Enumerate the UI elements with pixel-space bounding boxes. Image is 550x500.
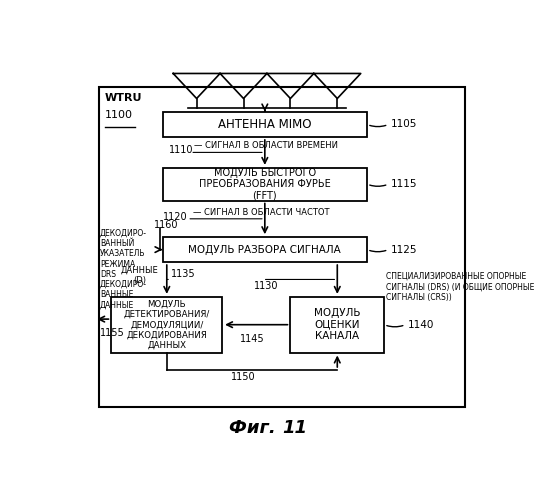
Text: ДЕКОДИРО-
ВАННЫЕ
ДАННЫЕ: ДЕКОДИРО- ВАННЫЕ ДАННЫЕ [100,280,147,310]
Text: СПЕЦИАЛИЗИРОВАННЫЕ ОПОРНЫЕ
СИГНАЛЫ (DRS) (И ОБЩИЕ ОПОРНЫЕ
СИГНАЛЫ (CRS)): СПЕЦИАЛИЗИРОВАННЫЕ ОПОРНЫЕ СИГНАЛЫ (DRS)… [386,272,535,302]
Text: 1140: 1140 [408,320,434,330]
Text: 1105: 1105 [390,120,417,130]
Bar [98,87,465,406]
Text: МОДУЛЬ РАЗБОРА СИГНАЛА: МОДУЛЬ РАЗБОРА СИГНАЛА [189,244,341,254]
Text: 1125: 1125 [390,244,417,254]
Text: 1120: 1120 [163,212,187,222]
Text: Фиг.: Фиг. [229,418,282,436]
Text: 1100: 1100 [105,110,133,120]
Text: — СИГНАЛ В ОБЛАСТИ ВРЕМЕНИ: — СИГНАЛ В ОБЛАСТИ ВРЕМЕНИ [195,142,338,150]
Text: — СИГНАЛ В ОБЛАСТИ ЧАСТОТ: — СИГНАЛ В ОБЛАСТИ ЧАСТОТ [193,208,329,217]
Bar [111,297,222,352]
Text: 1130: 1130 [254,282,279,292]
Text: 1150: 1150 [231,372,256,382]
Text: 11: 11 [282,418,307,436]
Text: 1135: 1135 [171,268,196,278]
Text: АНТЕННА MIMO: АНТЕННА MIMO [218,118,311,131]
Text: 1155: 1155 [100,328,125,338]
Text: МОДУЛЬ
ОЦЕНКИ
КАНАЛА: МОДУЛЬ ОЦЕНКИ КАНАЛА [314,308,361,342]
Text: WTRU: WTRU [105,92,142,102]
Text: ДАННЫЕ
(D): ДАННЫЕ (D) [120,266,158,285]
Bar [163,168,367,200]
Text: 1110: 1110 [169,146,194,156]
Bar [290,297,384,352]
Bar [163,112,367,137]
Text: 1160: 1160 [154,220,179,230]
Bar [163,237,367,262]
Text: МОДУЛЬ БЫСТРОГО
ПРЕОБРАЗОВАНИЯ ФУРЬЕ
(FFT): МОДУЛЬ БЫСТРОГО ПРЕОБРАЗОВАНИЯ ФУРЬЕ (FF… [199,168,331,201]
Text: 1115: 1115 [390,179,417,189]
Text: 1145: 1145 [240,334,265,344]
Text: МОДУЛЬ
ДЕТЕКТИРОВАНИЯ/
ДЕМОДУЛЯЦИИ/
ДЕКОДИРОВАНИЯ
ДАННЫХ: МОДУЛЬ ДЕТЕКТИРОВАНИЯ/ ДЕМОДУЛЯЦИИ/ ДЕКО… [124,300,210,350]
Text: ДЕКОДИРО-
ВАННЫЙ
УКАЗАТЕЛЬ
РЕЖИМА
DRS: ДЕКОДИРО- ВАННЫЙ УКАЗАТЕЛЬ РЕЖИМА DRS [100,228,147,279]
